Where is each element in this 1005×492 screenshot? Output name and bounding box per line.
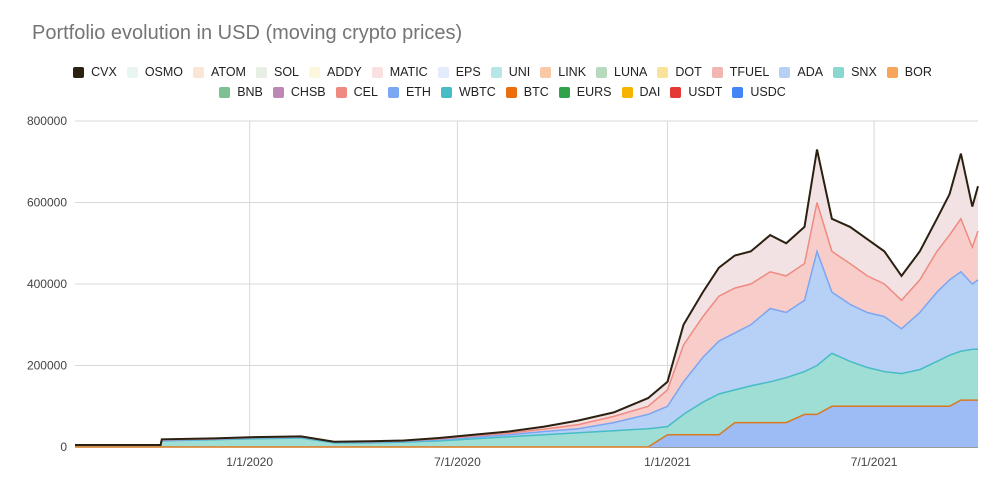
legend-label-snx: SNX <box>851 65 877 79</box>
legend-label-dai: DAI <box>639 85 661 99</box>
legend-item-eth: ETH <box>387 82 431 102</box>
legend-swatch-dai <box>621 86 633 98</box>
x-tick-label: 7/1/2020 <box>434 455 481 469</box>
legend-item-usdt: USDT <box>670 82 722 102</box>
legend-item-ada: ADA <box>779 62 823 82</box>
legend-label-ada: ADA <box>797 65 824 79</box>
legend-swatch-cel <box>335 86 347 98</box>
legend-label-btc: BTC <box>523 85 549 99</box>
legend-label-eps: EPS <box>455 65 481 79</box>
legend-swatch-wbtc <box>440 86 452 98</box>
legend-label-cvx: CVX <box>91 65 117 79</box>
legend-label-usdt: USDT <box>688 85 723 99</box>
legend-swatch-sol <box>255 66 267 78</box>
legend-swatch-uni <box>490 66 502 78</box>
legend-label-luna: LUNA <box>614 65 648 79</box>
legend-item-eps: EPS <box>437 62 481 82</box>
x-tick-label: 1/1/2020 <box>226 455 273 469</box>
legend-label-dot: DOT <box>675 65 702 79</box>
legend-label-addy: ADDY <box>327 65 362 79</box>
legend-swatch-eps <box>437 66 449 78</box>
legend-label-cel: CEL <box>353 85 378 99</box>
legend-item-uni: UNI <box>490 62 531 82</box>
legend-swatch-ada <box>779 66 791 78</box>
legend-swatch-bnb <box>219 86 231 98</box>
legend-swatch-eth <box>387 86 399 98</box>
legend-item-matic: MATIC <box>371 62 428 82</box>
area-usdc <box>75 400 978 447</box>
legend-swatch-btc <box>505 86 517 98</box>
legend-swatch-addy <box>309 66 320 78</box>
legend-label-usdc: USDC <box>750 85 786 99</box>
legend-swatch-usdc <box>732 86 744 98</box>
legend-item-cel: CEL <box>335 82 378 102</box>
legend-item-sol: SOL <box>255 62 299 82</box>
legend-swatch-chsb <box>272 86 284 98</box>
legend-row-2: BNB CHSB CEL ETH WBTC BTC EURS DAI USDT USDC <box>0 82 1005 102</box>
legend-swatch-osmo <box>126 66 138 78</box>
legend-label-atom: ATOM <box>211 65 246 79</box>
y-tick-label: 400000 <box>27 277 67 291</box>
legend-swatch-atom <box>193 66 205 78</box>
legend-swatch-dot <box>657 66 669 78</box>
legend-label-osmo: OSMO <box>144 65 184 79</box>
legend-label-uni: UNI <box>508 65 531 79</box>
legend-swatch-matic <box>371 66 383 78</box>
line-wbtc <box>75 348 978 446</box>
legend-item-snx: SNX <box>833 62 877 82</box>
x-tick-label: 7/1/2021 <box>851 455 898 469</box>
legend-item-luna: LUNA <box>596 62 647 82</box>
legend-label-eurs: EURS <box>576 85 612 99</box>
legend-item-bor: BOR <box>886 62 932 82</box>
legend-item-wbtc: WBTC <box>440 82 496 102</box>
legend-swatch-eurs <box>558 86 570 98</box>
legend-item-atom: ATOM <box>193 62 246 82</box>
line-cvx <box>75 149 979 446</box>
legend-item-dot: DOT <box>657 62 702 82</box>
legend-row-1: CVX OSMO ATOM SOL ADDY MATIC EPS UNI LINK LUNA DOT… <box>0 62 1005 82</box>
legend-label-link: LINK <box>558 65 587 79</box>
legend-item-tfuel: TFUEL <box>711 62 770 82</box>
legend-swatch-link <box>540 66 552 78</box>
legend-item-cvx: CVX <box>73 62 117 82</box>
legend-item-addy: ADDY <box>309 62 362 82</box>
legend-label-bor: BOR <box>904 65 932 79</box>
chart-title: Portfolio evolution in USD (moving crypt… <box>32 22 463 44</box>
legend-swatch-tfuel <box>711 66 723 78</box>
legend-swatch-snx <box>833 66 845 78</box>
legend-label-tfuel: TFUEL <box>729 65 770 79</box>
y-tick-label: 800000 <box>27 114 67 128</box>
legend-label-sol: SOL <box>273 65 299 79</box>
legend-item-chsb: CHSB <box>272 82 326 102</box>
y-tick-label: 200000 <box>27 359 67 373</box>
legend-item-eurs: EURS <box>558 82 612 102</box>
x-tick-label: 1/1/2021 <box>644 455 691 469</box>
legend-label-matic: MATIC <box>389 65 428 79</box>
legend-swatch-bor <box>886 66 898 78</box>
legend-label-chsb: CHSB <box>290 85 326 99</box>
legend-label-eth: ETH <box>405 85 431 99</box>
y-tick-label: 0 <box>60 440 67 454</box>
legend-swatch-usdt <box>670 86 682 98</box>
legend-item-link: LINK <box>540 62 586 82</box>
legend-label-bnb: BNB <box>237 85 263 99</box>
line-btc <box>75 399 978 448</box>
y-tick-label: 600000 <box>27 196 67 210</box>
area-ada <box>75 251 978 445</box>
legend-swatch-cvx <box>73 66 85 78</box>
legend-swatch-luna <box>596 66 608 78</box>
legend-label-wbtc: WBTC <box>458 85 496 99</box>
legend-item-osmo: OSMO <box>126 62 184 82</box>
legend-item-usdc: USDC <box>732 82 786 102</box>
legend-item-bnb: BNB <box>219 82 263 102</box>
legend-item-btc: BTC <box>505 82 549 102</box>
legend-item-dai: DAI <box>621 82 661 102</box>
